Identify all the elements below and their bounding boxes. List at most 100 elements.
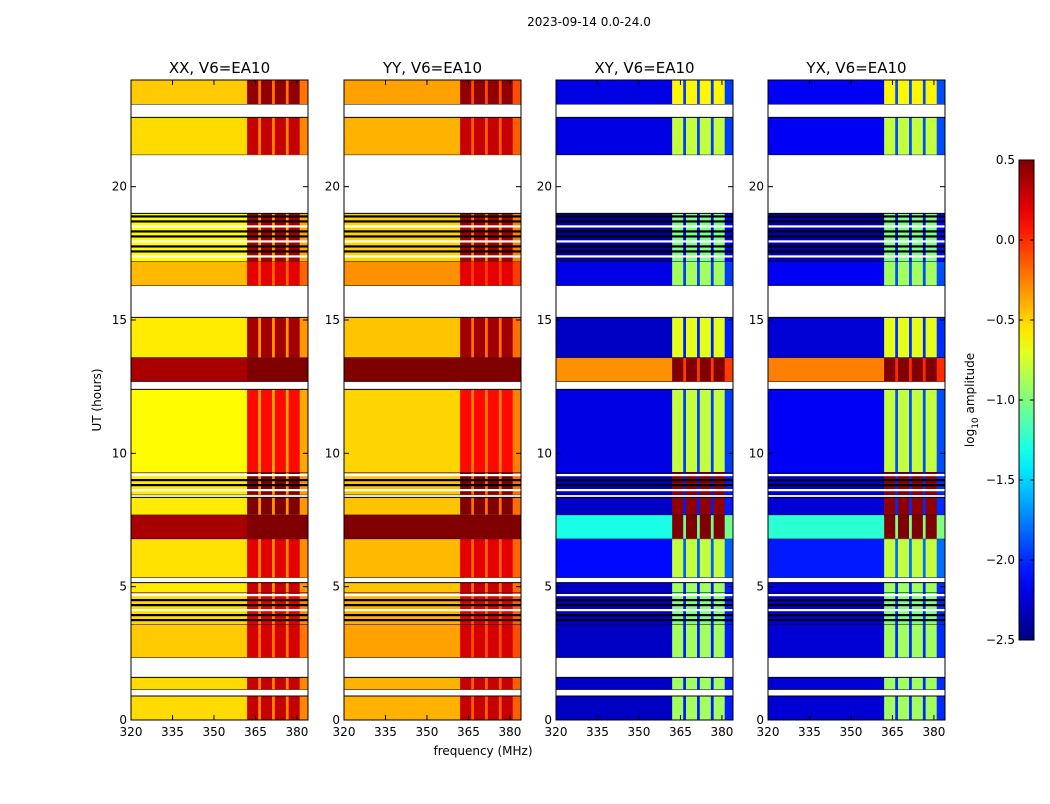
rfi-cell [501, 582, 513, 592]
flag-line [344, 474, 521, 477]
rfi-cell [460, 80, 472, 104]
flag-line [131, 609, 308, 612]
rfi-cell [260, 624, 273, 658]
rfi-cell [274, 80, 286, 104]
flag-line [344, 235, 521, 238]
rfi-cell [685, 117, 698, 155]
rfi-cell [460, 696, 472, 720]
flag-line [344, 255, 521, 258]
rfi-cell [672, 389, 684, 472]
rfi-cell [911, 317, 923, 358]
rfi-cell [487, 317, 499, 358]
rfi-cell [672, 538, 684, 578]
rfi-cell [713, 514, 725, 539]
rfi-cell [925, 677, 937, 690]
rfi-cell [672, 677, 684, 690]
rfi-cell [884, 261, 896, 286]
rfi-cell [884, 696, 896, 720]
rfi-cell [247, 624, 259, 658]
flag-line [131, 255, 308, 258]
y-tick-label: 10 [537, 446, 552, 460]
rfi-cell [884, 317, 896, 358]
rfi-cell [925, 389, 937, 472]
rfi-cell [487, 624, 499, 658]
rfi-cell [925, 117, 937, 155]
colorbar-tick-label: −1.5 [986, 473, 1015, 487]
rfi-cell [699, 514, 711, 539]
colorbar-label-main: log [963, 429, 977, 447]
rfi-cell [713, 117, 725, 155]
rfi-cell [884, 677, 896, 690]
rfi-cell [911, 514, 923, 539]
rfi-cell [487, 696, 499, 720]
flag-line [131, 250, 308, 253]
x-tick-label: 350 [416, 725, 439, 739]
rfi-cell [925, 357, 937, 382]
rfi-cell [460, 582, 472, 592]
rfi-cell [897, 677, 910, 690]
rfi-cell [274, 497, 286, 515]
axes-frame [555, 79, 734, 721]
rfi-cell [672, 582, 684, 592]
rfi-cell [274, 514, 286, 539]
rfi-cell [260, 677, 273, 690]
flag-line [131, 215, 308, 218]
rfi-cell [925, 696, 937, 720]
flag-line [131, 604, 308, 607]
flag-line [131, 230, 308, 233]
flag-line [556, 484, 733, 487]
y-tick-label: 10 [112, 446, 127, 460]
rfi-cell [713, 389, 725, 472]
flag-line [768, 245, 945, 248]
rfi-cell [699, 261, 711, 286]
rfi-cell [460, 497, 472, 515]
rfi-cell [247, 80, 259, 104]
panel-title: YY, V6=EA10 [382, 59, 482, 77]
rfi-cell [911, 624, 923, 658]
rfi-cell [713, 592, 725, 624]
rfi-cell [487, 514, 499, 539]
flag-line [768, 215, 945, 218]
y-tick-label: 20 [112, 180, 127, 194]
rfi-cell [288, 80, 300, 104]
colorbar-label: log10 amplitude [963, 353, 981, 447]
rfi-cell [699, 582, 711, 592]
rfi-cell [699, 696, 711, 720]
flag-line [131, 225, 308, 228]
rfi-cell [247, 592, 259, 624]
rfi-cell [460, 624, 472, 658]
rfi-cell [699, 389, 711, 472]
rfi-cell [897, 317, 910, 358]
flag-line [556, 215, 733, 218]
flag-line [344, 614, 521, 617]
rfi-cell [699, 538, 711, 578]
rfi-cell [911, 472, 923, 495]
flag-line [556, 240, 733, 243]
rfi-cell [473, 389, 486, 472]
rfi-cell [260, 514, 273, 539]
rfi-cell [897, 538, 910, 578]
rfi-cell [501, 538, 513, 578]
rfi-cell [473, 80, 486, 104]
rfi-cell [685, 317, 698, 358]
rfi-cell [884, 538, 896, 578]
rfi-cell [672, 624, 684, 658]
flag-line [768, 230, 945, 233]
rfi-cell [247, 357, 259, 382]
rfi-cell [911, 696, 923, 720]
flag-line [768, 599, 945, 602]
rfi-cell [247, 538, 259, 578]
rfi-cell [247, 677, 259, 690]
flag-line [131, 619, 308, 622]
rfi-cell [897, 80, 910, 104]
flag-line [344, 250, 521, 253]
y-tick-label: 0 [756, 713, 764, 727]
rfi-cell [925, 497, 937, 515]
rfi-cell [501, 317, 513, 358]
rfi-cell [699, 624, 711, 658]
rfi-cell [685, 624, 698, 658]
rfi-cell [685, 538, 698, 578]
y-tick-label: 10 [749, 446, 764, 460]
rfi-cell [897, 117, 910, 155]
